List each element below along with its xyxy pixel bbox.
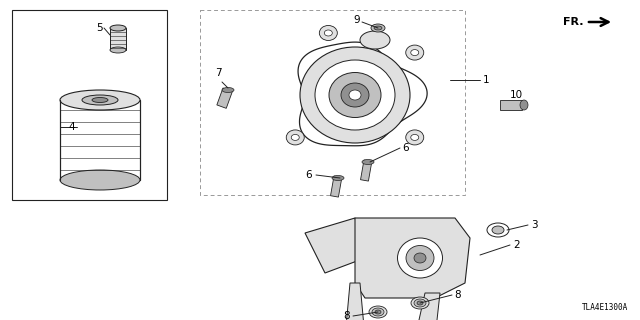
Text: 5: 5 (97, 23, 103, 33)
Text: 9: 9 (353, 15, 360, 25)
Polygon shape (355, 218, 470, 298)
Bar (110, 28, 126, 50)
Ellipse shape (492, 226, 504, 234)
Ellipse shape (362, 159, 374, 164)
Text: 8: 8 (454, 290, 461, 300)
Ellipse shape (341, 83, 369, 107)
Ellipse shape (349, 90, 361, 100)
Ellipse shape (487, 223, 509, 237)
Ellipse shape (374, 26, 382, 30)
Text: 2: 2 (513, 240, 520, 250)
Polygon shape (298, 42, 427, 146)
Ellipse shape (371, 24, 385, 32)
Ellipse shape (406, 130, 424, 145)
Ellipse shape (375, 310, 381, 314)
Text: 4: 4 (68, 122, 75, 132)
Polygon shape (345, 283, 365, 320)
Ellipse shape (222, 87, 234, 92)
Ellipse shape (397, 238, 442, 278)
Ellipse shape (406, 245, 434, 270)
Bar (330, 176, 342, 197)
Ellipse shape (414, 253, 426, 263)
Bar (217, 88, 232, 108)
Ellipse shape (411, 297, 429, 309)
Bar (500, 100, 522, 110)
Ellipse shape (406, 45, 424, 60)
Text: 7: 7 (214, 68, 221, 78)
Text: 3: 3 (531, 220, 538, 230)
Ellipse shape (60, 90, 140, 110)
Ellipse shape (372, 308, 384, 316)
Ellipse shape (319, 26, 337, 41)
Text: 8: 8 (344, 311, 350, 320)
Ellipse shape (417, 301, 423, 305)
Ellipse shape (411, 50, 419, 56)
Text: TLA4E1300A: TLA4E1300A (582, 303, 628, 312)
Ellipse shape (414, 299, 426, 307)
Ellipse shape (110, 25, 126, 31)
Text: FR.: FR. (563, 17, 584, 27)
Text: 1: 1 (483, 75, 490, 85)
Bar (60, 100, 140, 180)
Polygon shape (305, 218, 365, 273)
Ellipse shape (300, 47, 410, 143)
Text: 6: 6 (305, 170, 312, 180)
Ellipse shape (110, 47, 126, 53)
Ellipse shape (329, 73, 381, 117)
Ellipse shape (324, 30, 332, 36)
Ellipse shape (82, 95, 118, 105)
Ellipse shape (360, 31, 390, 49)
Ellipse shape (332, 175, 344, 180)
Ellipse shape (520, 100, 528, 110)
Ellipse shape (92, 98, 108, 102)
Text: 10: 10 (510, 90, 523, 100)
Ellipse shape (411, 134, 419, 140)
Bar (360, 160, 372, 181)
Ellipse shape (291, 134, 300, 140)
Ellipse shape (286, 130, 304, 145)
Bar (12, 10, 167, 200)
Text: 6: 6 (402, 143, 408, 153)
Ellipse shape (60, 170, 140, 190)
Ellipse shape (369, 306, 387, 318)
Ellipse shape (315, 60, 395, 130)
Polygon shape (415, 293, 440, 320)
Bar (200, 10, 465, 195)
